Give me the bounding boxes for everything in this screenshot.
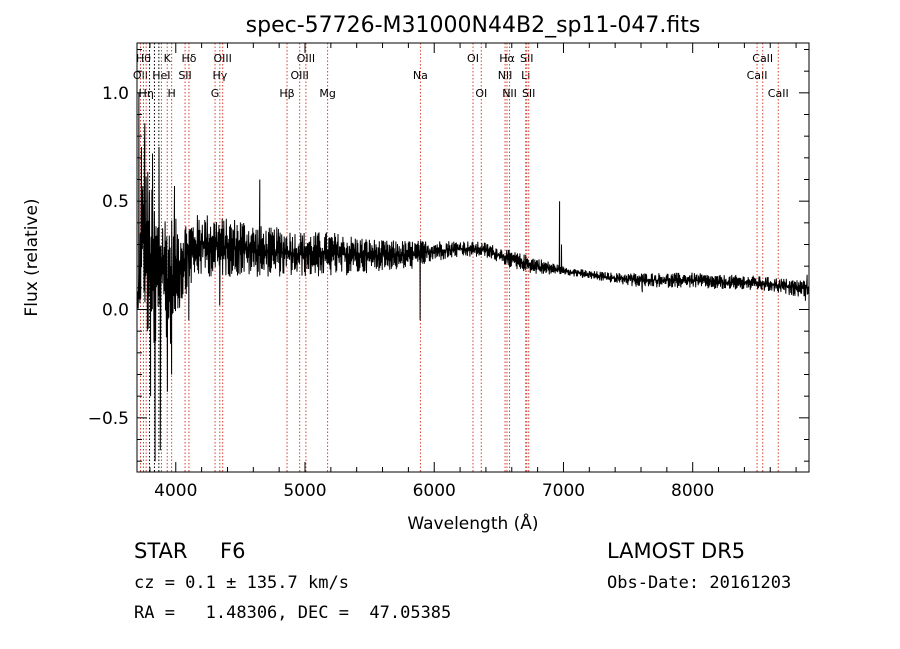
obs-date-text: Obs-Date: 20161203 — [607, 573, 792, 593]
x-tick-label: 8000 — [671, 481, 714, 501]
redshift-text: cz = 0.1 ± 135.7 km/s — [134, 573, 349, 593]
x-tick-label: 5000 — [283, 481, 326, 501]
y-tick-label: 1.0 — [102, 84, 129, 104]
spectral-line-label: Na — [413, 69, 428, 82]
x-tick-label: 4000 — [154, 481, 197, 501]
y-tick-label: −0.5 — [88, 409, 129, 429]
spectral-line-label: HeI — [152, 69, 170, 82]
plot-frame — [136, 42, 810, 473]
spectral-line-label: Hδ — [181, 52, 196, 65]
spectral-line-label: OIII — [297, 52, 315, 65]
spectrum-line — [136, 92, 810, 462]
spectral-line-label: CaII — [752, 52, 773, 65]
spectral-line-label: Hγ — [212, 69, 227, 82]
spectral-line-label: Mg — [319, 87, 335, 100]
object-subclass: F6 — [220, 539, 246, 563]
spectral-line-label: SII — [178, 69, 191, 82]
spectral-line-label: OIII — [291, 69, 309, 82]
x-tick-label: 7000 — [542, 481, 585, 501]
coordinates-text: RA = 1.48306, DEC = 47.05385 — [134, 603, 452, 623]
spectral-line-label: CaII — [747, 69, 768, 82]
y-tick-label: 0.0 — [102, 301, 129, 321]
spectral-line-label: NII — [498, 69, 513, 82]
x-axis-label: Wavelength (Å) — [407, 512, 538, 534]
spectral-line-label: K — [164, 52, 172, 65]
chart-title: spec-57726-M31000N44B2_sp11-047.fits — [246, 13, 701, 38]
spectral-line-label: NII — [502, 87, 517, 100]
spectral-line-label: Hβ — [279, 87, 294, 100]
spectral-line-label: Hθ — [136, 52, 151, 65]
spectral-line-label: OIII — [213, 52, 231, 65]
spectral-line-label: G — [211, 87, 220, 100]
spectral-line-label: OI — [467, 52, 479, 65]
spectral-line-label: OI — [475, 87, 487, 100]
spectral-line-label: H — [167, 87, 175, 100]
y-axis-label: Flux (relative) — [22, 198, 42, 316]
spectral-line-label: SII — [522, 87, 535, 100]
object-class: STAR — [134, 539, 188, 563]
spectral-line-label: CaII — [768, 87, 789, 100]
spectral-line-label: Li — [521, 69, 530, 82]
x-tick-label: 6000 — [413, 481, 456, 501]
spectral-line-label: SII — [520, 52, 533, 65]
spectral-line-label: Hα — [499, 52, 515, 65]
spectral-line-label: Hη — [139, 87, 154, 100]
survey-label: LAMOST DR5 — [607, 539, 746, 563]
y-tick-label: 0.5 — [102, 192, 129, 212]
